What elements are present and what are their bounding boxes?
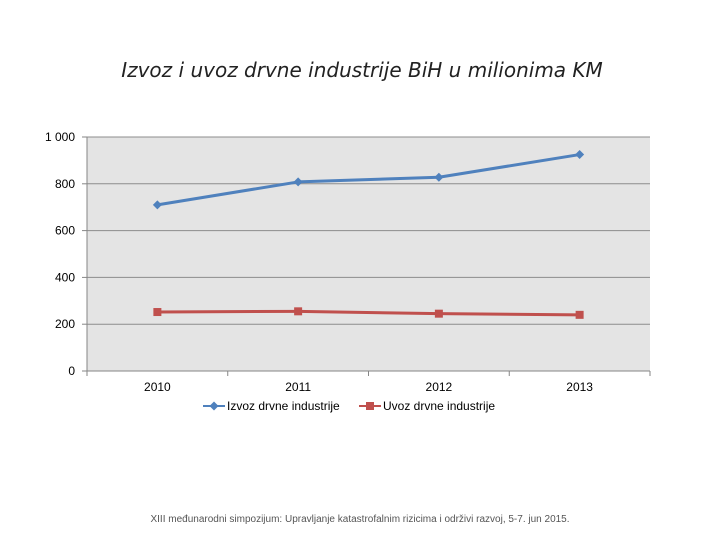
x-tick-label: 2011: [285, 380, 311, 394]
data-point: [575, 310, 584, 319]
y-tick-label: 1 000: [45, 130, 75, 144]
data-point: [152, 200, 162, 210]
legend: Izvoz drvne industrije Uvoz drvne industr…: [203, 399, 495, 413]
data-point: [153, 308, 162, 317]
x-axis-ticks: 2010 2011 2012 2013: [86, 371, 651, 394]
series-line: [157, 309, 580, 317]
series-uvoz-drvne-industrije: [153, 307, 584, 319]
x-tick-label: 2012: [426, 380, 453, 394]
legend-item: Uvoz drvne industrije: [359, 399, 495, 413]
legend-label: Uvoz drvne industrije: [383, 399, 495, 413]
y-tick-label: 0: [68, 364, 75, 378]
y-tick-label: 800: [55, 177, 75, 191]
x-tick-label: 2013: [566, 380, 593, 394]
y-axis-ticks: 0 200 400 600 800 1 000: [45, 130, 87, 378]
legend-marker: [209, 401, 219, 411]
data-point: [434, 172, 444, 182]
legend-marker: [366, 402, 374, 410]
data-point: [294, 307, 303, 316]
y-tick-label: 400: [55, 270, 75, 284]
legend-label: Izvoz drvne industrije: [227, 399, 340, 413]
data-point: [293, 177, 303, 187]
chart-title: Izvoz i uvoz drvne industrije BiH u mili…: [121, 58, 603, 82]
legend-item: Izvoz drvne industrije: [203, 399, 340, 413]
data-point: [434, 309, 443, 318]
data-point: [575, 150, 585, 160]
y-tick-label: 200: [55, 317, 75, 331]
series-line: [157, 153, 580, 207]
gridlines: [87, 136, 650, 325]
series-izvoz-drvne-industrije: [152, 150, 585, 210]
y-tick-label: 600: [55, 224, 75, 238]
x-tick-label: 2010: [144, 380, 171, 394]
footer-text: XIII međunarodni simpozijum: Upravljanje…: [150, 514, 570, 525]
series: [152, 150, 585, 319]
plot-area: [87, 137, 650, 371]
